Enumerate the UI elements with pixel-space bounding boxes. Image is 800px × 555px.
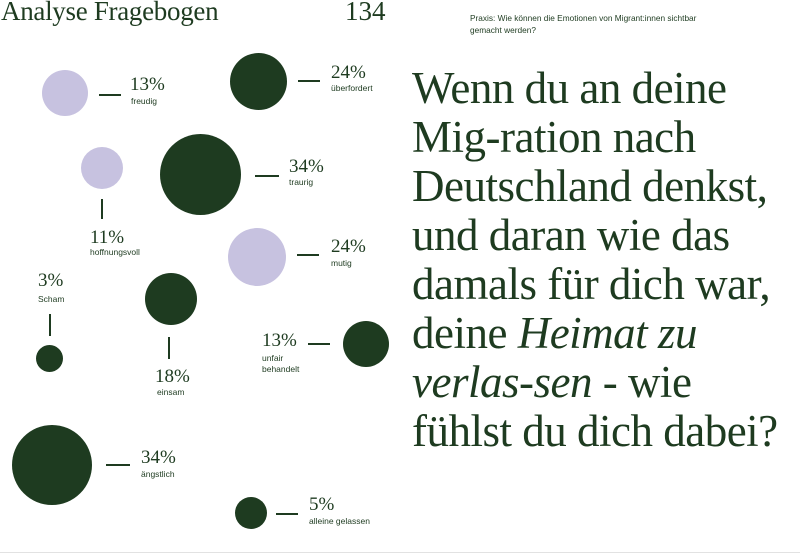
- connector-line: [308, 343, 330, 345]
- section-subtitle: Praxis: Wie können die Emotionen von Mig…: [470, 13, 697, 35]
- label-aengstlich: ängstlich: [141, 469, 175, 479]
- document-title: Analyse Fragebogen: [1, 0, 219, 26]
- connector-line: [255, 175, 279, 177]
- connector-line: [276, 513, 298, 515]
- bubble-einsam: [145, 273, 197, 325]
- label-mutig: mutig: [331, 258, 352, 268]
- percent-unfair: 13%: [262, 330, 297, 351]
- label-einsam: einsam: [157, 387, 185, 397]
- percent-hoffnungsvoll: 11%: [90, 227, 125, 248]
- percent-scham: 3%: [38, 270, 64, 291]
- survey-question: Wenn du an deine Mig-ration nach Deutsch…: [412, 64, 792, 456]
- page-divider: [0, 552, 800, 553]
- percent-alleine: 5%: [309, 494, 335, 515]
- label-hoffnungsvoll: hoffnungsvoll: [90, 247, 140, 257]
- label-scham: Scham: [38, 294, 65, 304]
- connector-line: [99, 94, 121, 96]
- bubble-alleine: [235, 497, 267, 529]
- page-number: 134: [345, 0, 386, 26]
- percent-freudig: 13%: [130, 74, 165, 95]
- connector-line: [49, 314, 51, 336]
- connector-line: [106, 464, 130, 466]
- connector-line: [101, 199, 103, 219]
- bubble-ueberfordert: [230, 53, 287, 110]
- bubble-traurig: [160, 134, 241, 215]
- bubble-hoffnungsvoll: [81, 147, 123, 189]
- label-freudig: freudig: [131, 96, 157, 106]
- question-text-start: Wenn du an deine Mig-ration nach Deutsch…: [412, 63, 771, 358]
- percent-mutig: 24%: [331, 236, 366, 257]
- percent-aengstlich: 34%: [141, 447, 176, 468]
- label-traurig: traurig: [289, 177, 314, 187]
- question-emphasis: Heimat zu verlas-sen: [412, 308, 697, 407]
- connector-line: [298, 80, 320, 82]
- label-ueberfordert: überfordert: [331, 83, 373, 93]
- label-unfair: unfair behandelt: [262, 353, 300, 374]
- percent-traurig: 34%: [289, 156, 324, 177]
- bubble-scham: [36, 345, 63, 372]
- connector-line: [168, 337, 170, 359]
- question-text-end: - wie fühlst du dich dabei?: [412, 357, 778, 456]
- bubble-unfair: [343, 321, 389, 367]
- connector-line: [297, 254, 319, 256]
- percent-einsam: 18%: [155, 366, 190, 387]
- percent-ueberfordert: 24%: [331, 62, 366, 83]
- bubble-aengstlich: [12, 425, 92, 505]
- bubble-freudig: [42, 70, 88, 116]
- bubble-mutig: [228, 228, 286, 286]
- label-alleine: alleine gelassen: [309, 516, 370, 526]
